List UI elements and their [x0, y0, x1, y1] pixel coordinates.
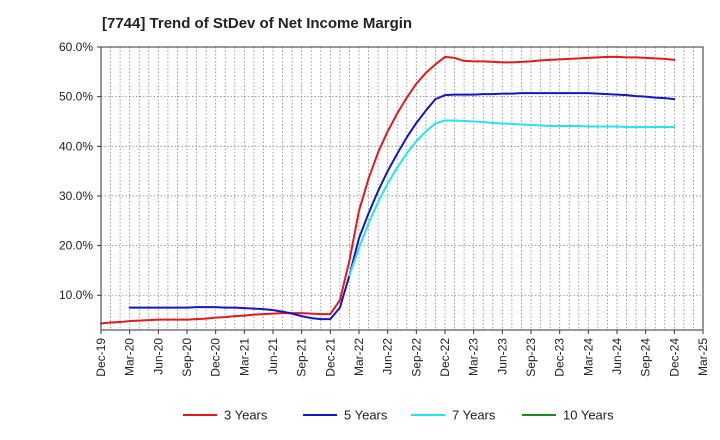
- x-tick-label: Sep-22: [409, 338, 423, 377]
- x-tick-label: Dec-21: [323, 338, 337, 377]
- x-tick-label: Dec-19: [94, 338, 108, 377]
- x-tick-label: Mar-22: [352, 338, 366, 376]
- x-tick-label: Jun-20: [151, 338, 165, 375]
- legend-label: 5 Years: [344, 408, 388, 423]
- x-tick-label: Jun-23: [495, 338, 509, 375]
- x-tick-label: Mar-24: [581, 338, 595, 376]
- y-tick-label: 50.0%: [59, 90, 93, 104]
- chart-title: [7744] Trend of StDev of Net Income Marg…: [102, 15, 413, 32]
- x-tick-label: Sep-23: [524, 338, 538, 377]
- x-tick-label: Mar-20: [123, 338, 137, 376]
- series-line-7-years: [348, 119, 676, 277]
- plot-frame: [100, 46, 704, 331]
- series-line-3-years: [100, 55, 676, 325]
- legend-label: 3 Years: [224, 408, 268, 423]
- x-tick-label: Mar-23: [467, 338, 481, 376]
- x-tick-label: Sep-24: [639, 338, 653, 377]
- grid-lines: [101, 46, 703, 330]
- x-tick-label: Mar-25: [696, 338, 710, 376]
- x-tick-label: Dec-20: [209, 338, 223, 377]
- x-tick-label: Dec-23: [553, 338, 567, 377]
- x-tick-label: Dec-24: [667, 338, 681, 377]
- x-tick-label: Sep-20: [180, 338, 194, 377]
- series-line-5-years: [128, 92, 676, 321]
- x-tick-label: Jun-22: [381, 338, 395, 375]
- x-tick-label: Dec-22: [438, 338, 452, 377]
- x-tick-label: Mar-21: [237, 338, 251, 376]
- y-tick-label: 40.0%: [59, 139, 93, 153]
- x-tick-label: Jun-21: [266, 338, 280, 375]
- y-tick-label: 30.0%: [59, 189, 93, 203]
- y-tick-label: 10.0%: [59, 288, 93, 302]
- x-tick-label: Sep-21: [295, 338, 309, 377]
- y-tick-label: 20.0%: [59, 239, 93, 253]
- x-tick-label: Jun-24: [610, 338, 624, 375]
- y-tick-label: 60.0%: [59, 40, 93, 54]
- legend: 3 Years 5 Years 7 Years 10 Years: [183, 408, 614, 423]
- legend-label: 10 Years: [563, 408, 614, 423]
- series-lines: [100, 55, 676, 325]
- legend-label: 7 Years: [452, 408, 496, 423]
- x-axis: Dec-19 Mar-20 Jun-20 Sep-20 Dec-20 Mar-21 Jun-…: [94, 330, 710, 377]
- y-axis: 10.0% 20.0% 30.0% 40.0% 50.0% 60.0%: [59, 40, 101, 302]
